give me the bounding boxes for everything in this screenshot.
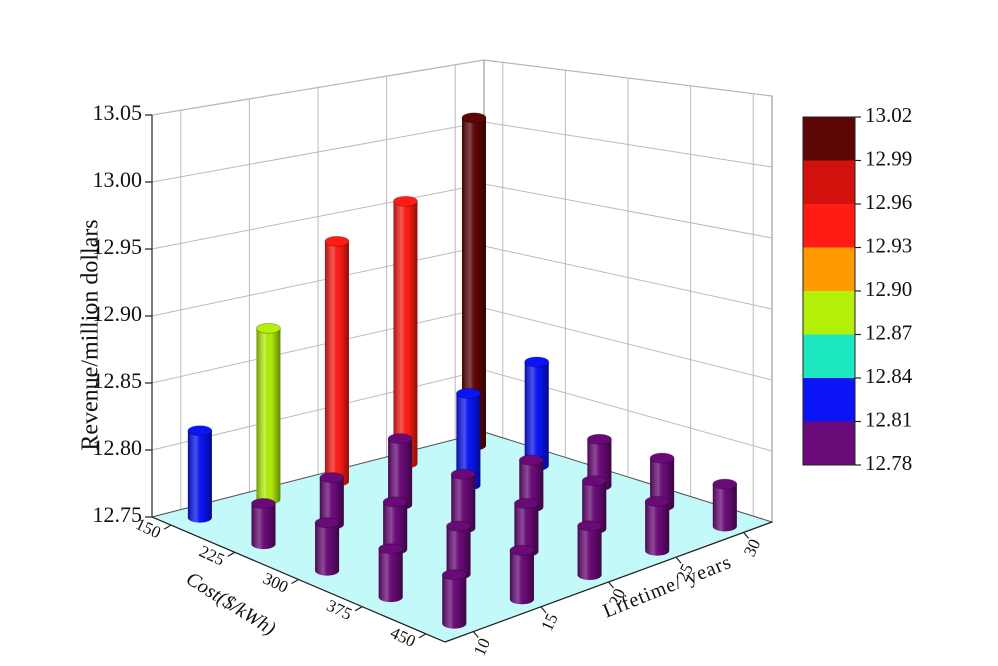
bar-top xyxy=(446,520,472,532)
x-tick xyxy=(291,578,299,585)
bar-shade xyxy=(451,474,476,534)
colorbar-label: 12.99 xyxy=(865,146,912,170)
bar-top xyxy=(712,478,738,490)
colorbar-label: 12.93 xyxy=(865,233,912,257)
bar-top xyxy=(577,520,603,532)
x-tick xyxy=(163,524,172,530)
y-tick xyxy=(675,556,682,564)
bar-shade xyxy=(456,393,481,491)
bar-top xyxy=(382,496,408,508)
bar-top xyxy=(387,433,413,445)
colorbar-cell xyxy=(803,378,855,422)
colorbar-cell xyxy=(803,247,855,291)
bar-shade xyxy=(393,201,418,469)
x-tick xyxy=(418,633,427,639)
colorbar-label: 12.78 xyxy=(865,451,912,475)
bar-top xyxy=(509,544,535,556)
bar-shade xyxy=(324,241,349,487)
bar-top xyxy=(378,543,404,555)
bar-top xyxy=(450,468,476,480)
colorbar-label: 12.96 xyxy=(865,190,912,214)
bar-top xyxy=(187,425,213,437)
colorbar-cell xyxy=(803,160,855,204)
colorbar-cell xyxy=(803,334,855,378)
colorbar-label: 12.90 xyxy=(865,277,912,301)
bar-top xyxy=(314,517,340,529)
x-tick xyxy=(354,606,363,612)
bar-shade xyxy=(524,361,549,471)
bar-top xyxy=(581,475,607,487)
z-tick-label: 13.05 xyxy=(93,100,143,125)
z-tick-label: 12.85 xyxy=(93,368,143,393)
y-tick xyxy=(743,532,750,539)
bar-top xyxy=(441,569,467,581)
bar-shade xyxy=(315,522,340,576)
bar-shade xyxy=(509,550,534,605)
bar-top xyxy=(644,496,670,508)
y-tick-label: 30 xyxy=(740,536,764,559)
bar-top xyxy=(518,454,544,466)
bar-top xyxy=(455,388,481,400)
colorbar-cell xyxy=(803,291,855,335)
y-tick-label: 15 xyxy=(537,610,561,633)
y-tick xyxy=(472,631,479,638)
colorbar-cell xyxy=(803,117,855,161)
colorbar-label: 12.87 xyxy=(865,320,912,344)
bar-top xyxy=(649,452,675,464)
bar-shade xyxy=(577,525,602,580)
y-tick xyxy=(608,581,614,589)
bar-shade xyxy=(645,501,670,556)
colorbar-cell xyxy=(803,204,855,248)
grid-line xyxy=(151,59,773,116)
z-tick-label: 12.90 xyxy=(93,301,143,326)
x-tick xyxy=(227,551,236,557)
bar-top xyxy=(324,235,350,247)
bar-shade xyxy=(383,501,408,555)
y-tick-label: 25 xyxy=(672,561,696,584)
colorbar-label: 13.02 xyxy=(865,103,912,127)
z-tick-label: 12.95 xyxy=(93,234,143,259)
bar-shade xyxy=(514,503,539,557)
bar-top xyxy=(392,195,418,207)
bar-shade xyxy=(462,117,487,451)
bar-top xyxy=(319,472,345,484)
bar-shade xyxy=(712,484,737,532)
bar-top xyxy=(461,112,487,124)
y-tick xyxy=(540,606,547,614)
bar-top xyxy=(586,433,612,445)
z-tick-label: 12.80 xyxy=(93,435,143,460)
bar-top xyxy=(513,497,539,509)
bar-shade xyxy=(378,548,403,603)
colorbar-label: 12.84 xyxy=(865,364,913,388)
z-tick-label: 13.00 xyxy=(93,167,143,192)
bar-shade xyxy=(446,526,471,580)
z-tick-label: 12.75 xyxy=(93,502,143,527)
bar-top xyxy=(255,322,281,334)
z-axis-label: Revenue/million dollars xyxy=(78,219,104,450)
bar-top xyxy=(250,498,276,510)
colorbar-label: 12.81 xyxy=(865,407,912,431)
y-tick-label: 10 xyxy=(470,635,494,658)
colorbar-cell xyxy=(803,421,855,465)
bar-shade xyxy=(319,477,344,530)
bar-shade xyxy=(442,574,467,629)
bar-shade xyxy=(187,430,212,523)
bar-shade xyxy=(582,480,607,534)
y-tick-label: 20 xyxy=(605,586,629,609)
bar-top xyxy=(524,356,550,368)
bar-shade xyxy=(388,438,413,510)
bar-shade xyxy=(256,328,281,505)
bar-shade xyxy=(251,503,276,550)
